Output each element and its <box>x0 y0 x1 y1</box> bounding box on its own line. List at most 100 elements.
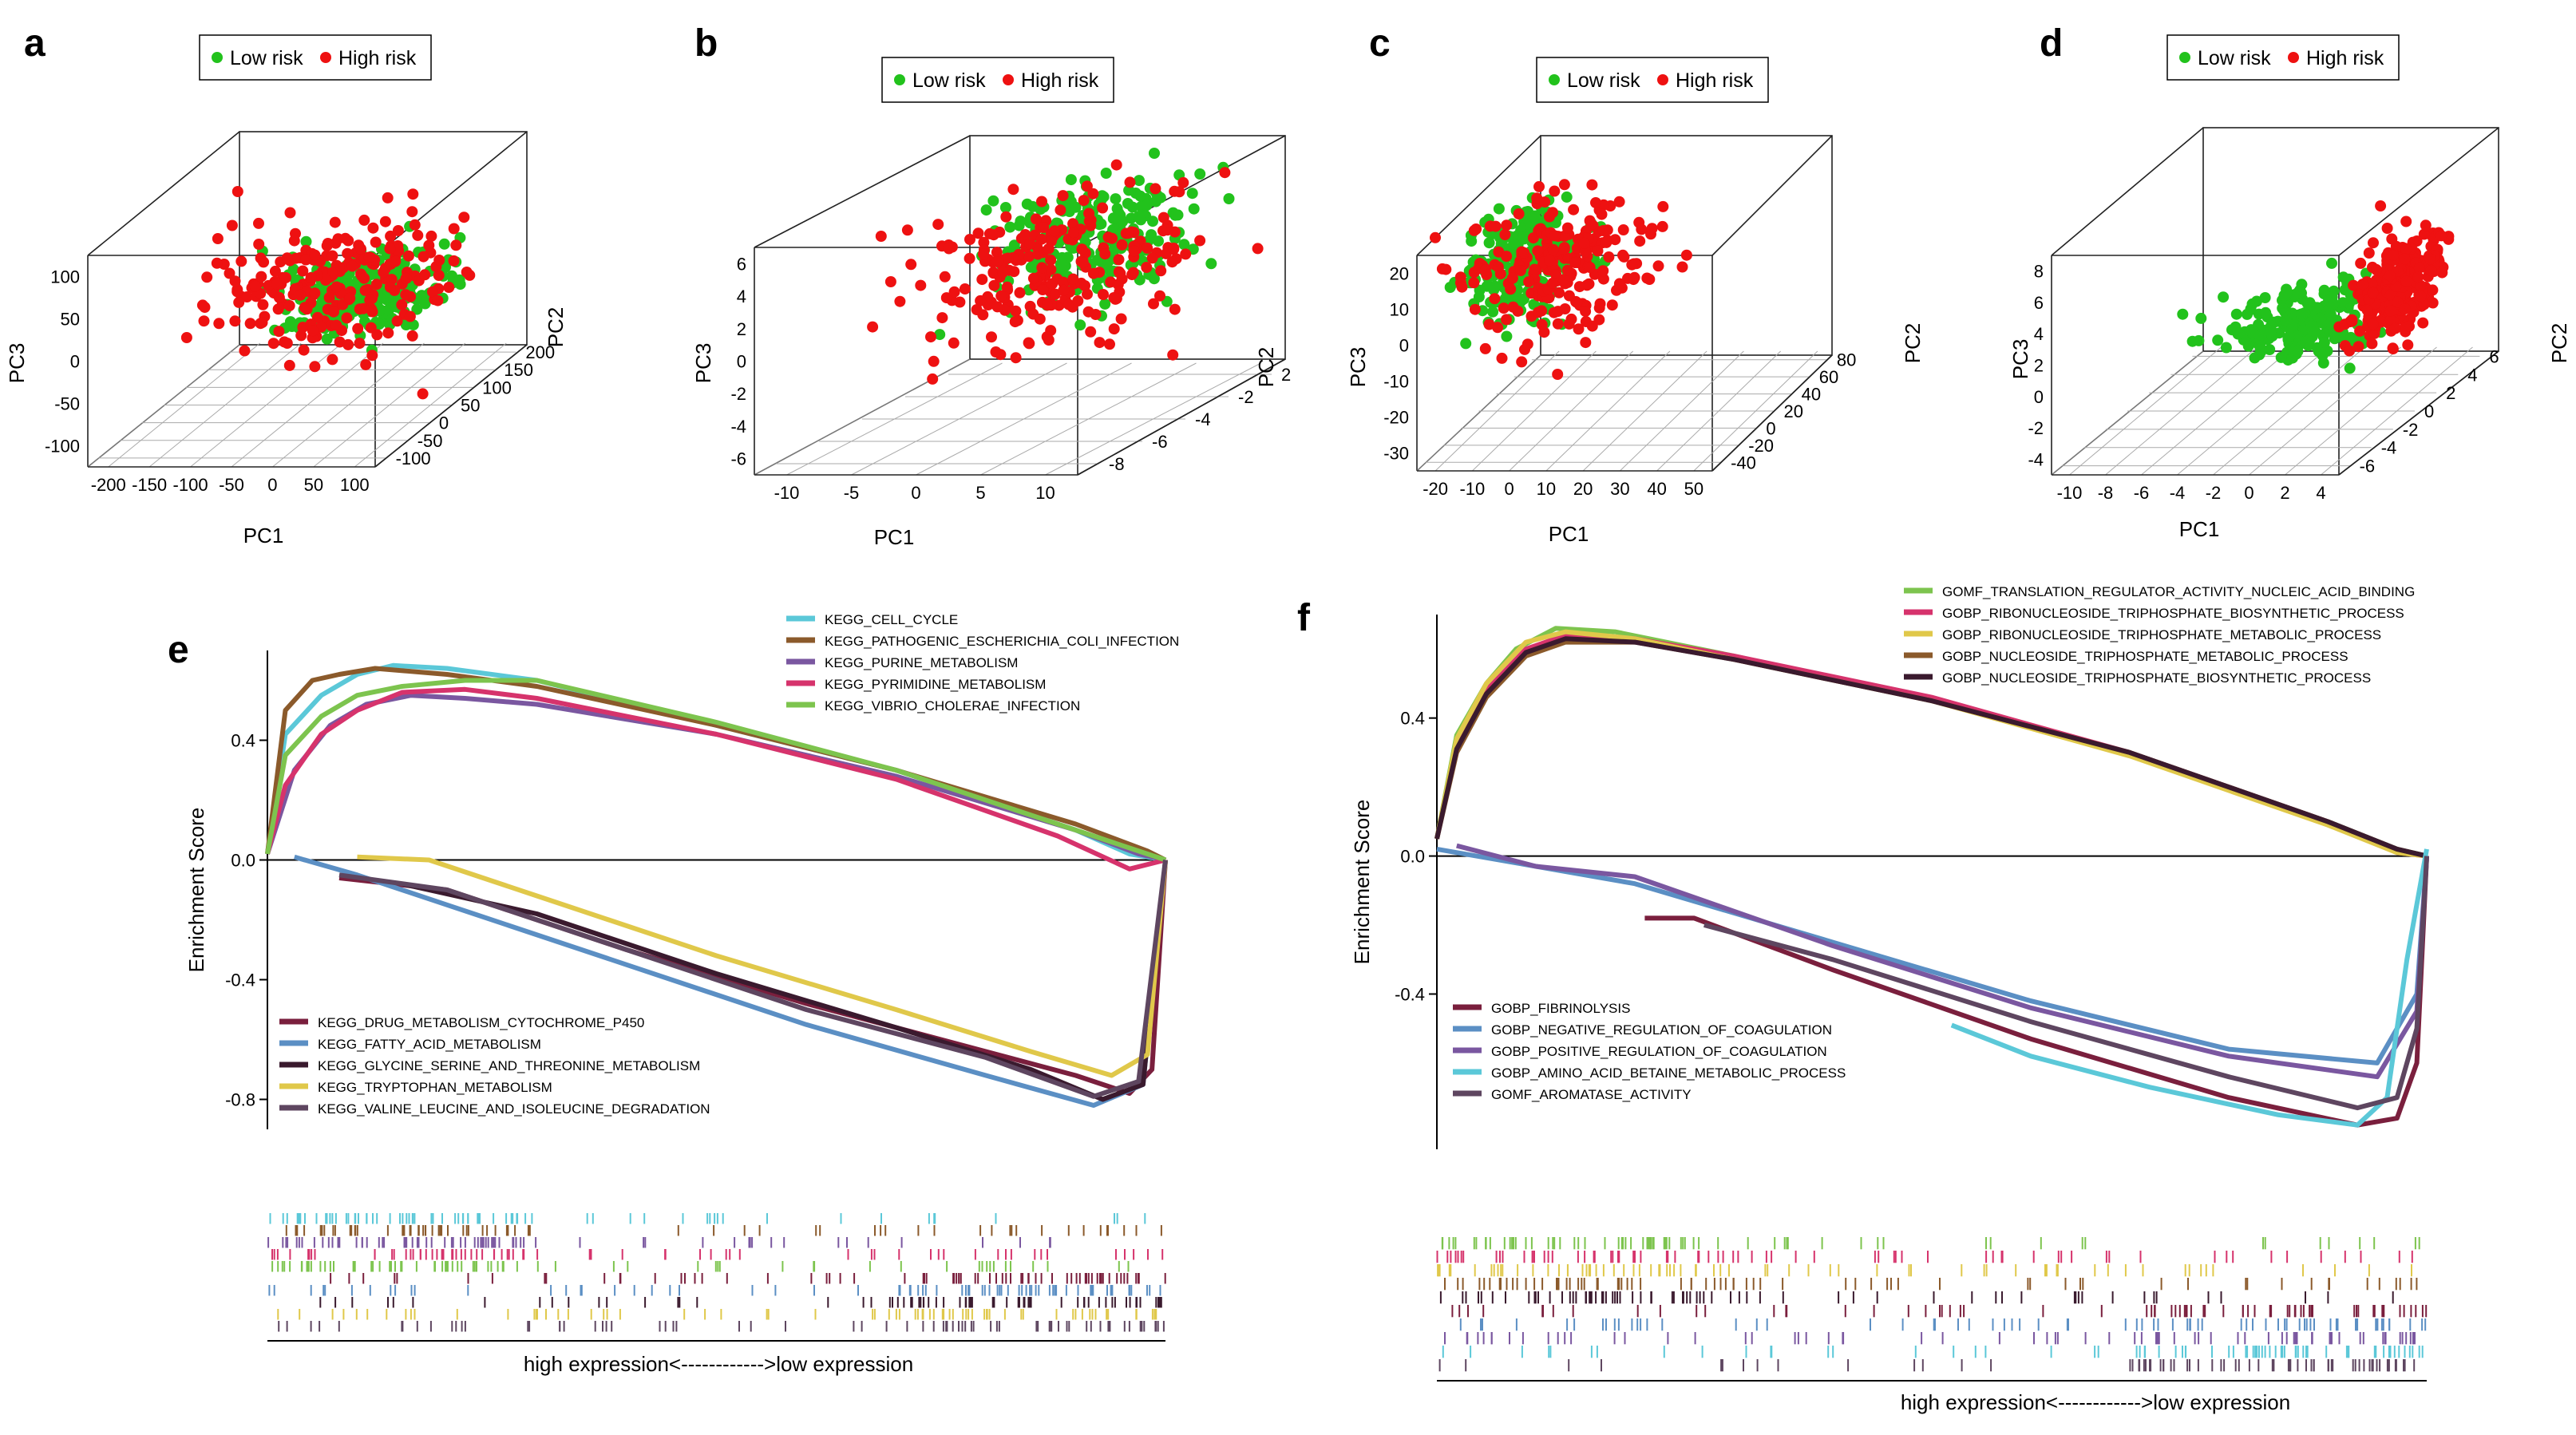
high-risk-point <box>322 238 334 249</box>
floor-grid-c <box>1417 350 1833 472</box>
tick-labels-a: -200 -150 -100 -50 0 50 100-100-50050100150200… <box>45 267 555 496</box>
y-tick-label: 100 <box>482 378 512 397</box>
low-risk-point <box>1493 203 1505 215</box>
high-risk-point <box>256 317 268 329</box>
high-risk-point <box>2402 339 2414 351</box>
x-axis-label: PC1 <box>243 524 284 548</box>
legend-box-c <box>1536 57 1769 103</box>
low-risk-point <box>1004 221 1016 233</box>
high-risk-point <box>2399 253 2411 265</box>
high-risk-point <box>417 251 429 263</box>
low-risk-point <box>1015 215 1027 227</box>
low-risk-point <box>1188 203 1200 215</box>
y-tick-label: 60 <box>1819 367 1838 387</box>
x-tick-label: -2 <box>2206 483 2222 503</box>
high-risk-point <box>1641 272 1653 284</box>
legend-marker-high-risk <box>2288 52 2299 63</box>
high-risk-point <box>997 267 1009 279</box>
high-risk-point <box>354 338 366 350</box>
enrichment-curve-down <box>357 854 1168 1078</box>
high-risk-point <box>461 267 473 278</box>
z-tick-label: 8 <box>2034 262 2044 282</box>
y-tick-label: -0.8 <box>225 1090 255 1110</box>
high-risk-point <box>1150 183 1161 195</box>
high-risk-point <box>1023 251 1035 263</box>
x-tick-label: -150 <box>132 475 167 495</box>
high-risk-point <box>1529 263 1541 275</box>
low-risk-point <box>1070 201 1082 213</box>
low-risk-point <box>2275 351 2287 363</box>
high-risk-point <box>1110 159 1122 171</box>
high-risk-point <box>1549 185 1561 197</box>
low-risk-point <box>1108 245 1120 257</box>
z-tick-label: 0 <box>2034 387 2044 407</box>
high-risk-point <box>392 225 404 236</box>
high-risk-point <box>239 345 251 357</box>
high-risk-point <box>1571 296 1583 308</box>
floor-side-edge <box>374 344 528 468</box>
high-risk-point <box>1108 323 1120 335</box>
high-risk-point <box>1154 290 1165 302</box>
x-tick-label: 0 <box>2244 483 2254 503</box>
high-risk-point <box>1113 254 1125 266</box>
low-risk-point <box>1134 175 1145 187</box>
high-risk-point <box>1155 265 1167 277</box>
high-risk-point <box>1626 259 1638 271</box>
high-risk-point <box>1112 279 1124 291</box>
high-risk-point <box>1430 231 1441 243</box>
low-risk-point <box>2327 299 2339 311</box>
y-axis-label: PC2 <box>544 307 568 348</box>
high-risk-point <box>253 217 264 229</box>
high-risk-point <box>1009 316 1021 328</box>
high-risk-point <box>364 295 376 306</box>
low-risk-point <box>411 303 423 315</box>
legend-up-label: KEGG_PYRIMIDINE_METABOLISM <box>825 677 1046 692</box>
low-risk-point <box>1147 215 1158 227</box>
high-risk-point <box>433 255 445 266</box>
y-tick-label: 40 <box>1802 385 1821 405</box>
high-risk-point <box>201 271 213 283</box>
high-risk-point <box>978 248 989 260</box>
high-risk-point <box>948 337 960 349</box>
x-tick-label: -8 <box>2098 483 2114 503</box>
high-risk-point <box>249 280 261 292</box>
high-risk-point <box>326 250 338 262</box>
z-axis-label: PC3 <box>5 343 29 384</box>
high-risk-point <box>406 330 418 342</box>
high-risk-point <box>1166 256 1178 268</box>
high-risk-point <box>2415 279 2427 291</box>
low-risk-point <box>2230 308 2242 320</box>
high-risk-point <box>901 224 913 236</box>
high-risk-point <box>382 192 394 204</box>
high-risk-point <box>1514 265 1526 277</box>
low-risk-point <box>1108 212 1119 224</box>
low-risk-point <box>1126 201 1138 213</box>
low-risk-point <box>1065 174 1077 186</box>
high-risk-point <box>1104 338 1115 350</box>
y-tick-label: 2 <box>1281 365 1291 385</box>
x-tick-label: 50 <box>304 475 323 495</box>
legend-up-label: GOBP_RIBONUCLEOSIDE_TRIPHOSPHATE_METABOL… <box>1942 627 2381 642</box>
legend-down-label: GOBP_AMINO_ACID_BETAINE_METABOLIC_PROCES… <box>1491 1065 1846 1081</box>
low-risk-point <box>1146 229 1157 241</box>
high-risk-point <box>2366 338 2378 350</box>
y-tick-label: 80 <box>1837 350 1856 370</box>
low-risk-point <box>2344 362 2356 374</box>
high-risk-point <box>1613 196 1625 208</box>
panel-label-f: f <box>1297 597 1311 639</box>
high-risk-point <box>2424 253 2436 265</box>
high-risk-point <box>342 247 354 259</box>
high-risk-point <box>2367 287 2379 298</box>
z-tick-label: 2 <box>2034 356 2044 376</box>
scatter-points-d <box>2177 200 2455 374</box>
high-risk-point <box>1000 211 1012 223</box>
high-risk-point <box>1097 202 1109 214</box>
low-risk-point <box>2259 292 2271 303</box>
high-risk-point <box>983 227 995 239</box>
legend-box-d <box>2166 34 2400 81</box>
high-risk-point <box>269 265 281 277</box>
high-risk-point <box>1010 352 1022 364</box>
low-risk-point <box>2242 340 2254 352</box>
low-risk-point <box>1501 330 1513 342</box>
